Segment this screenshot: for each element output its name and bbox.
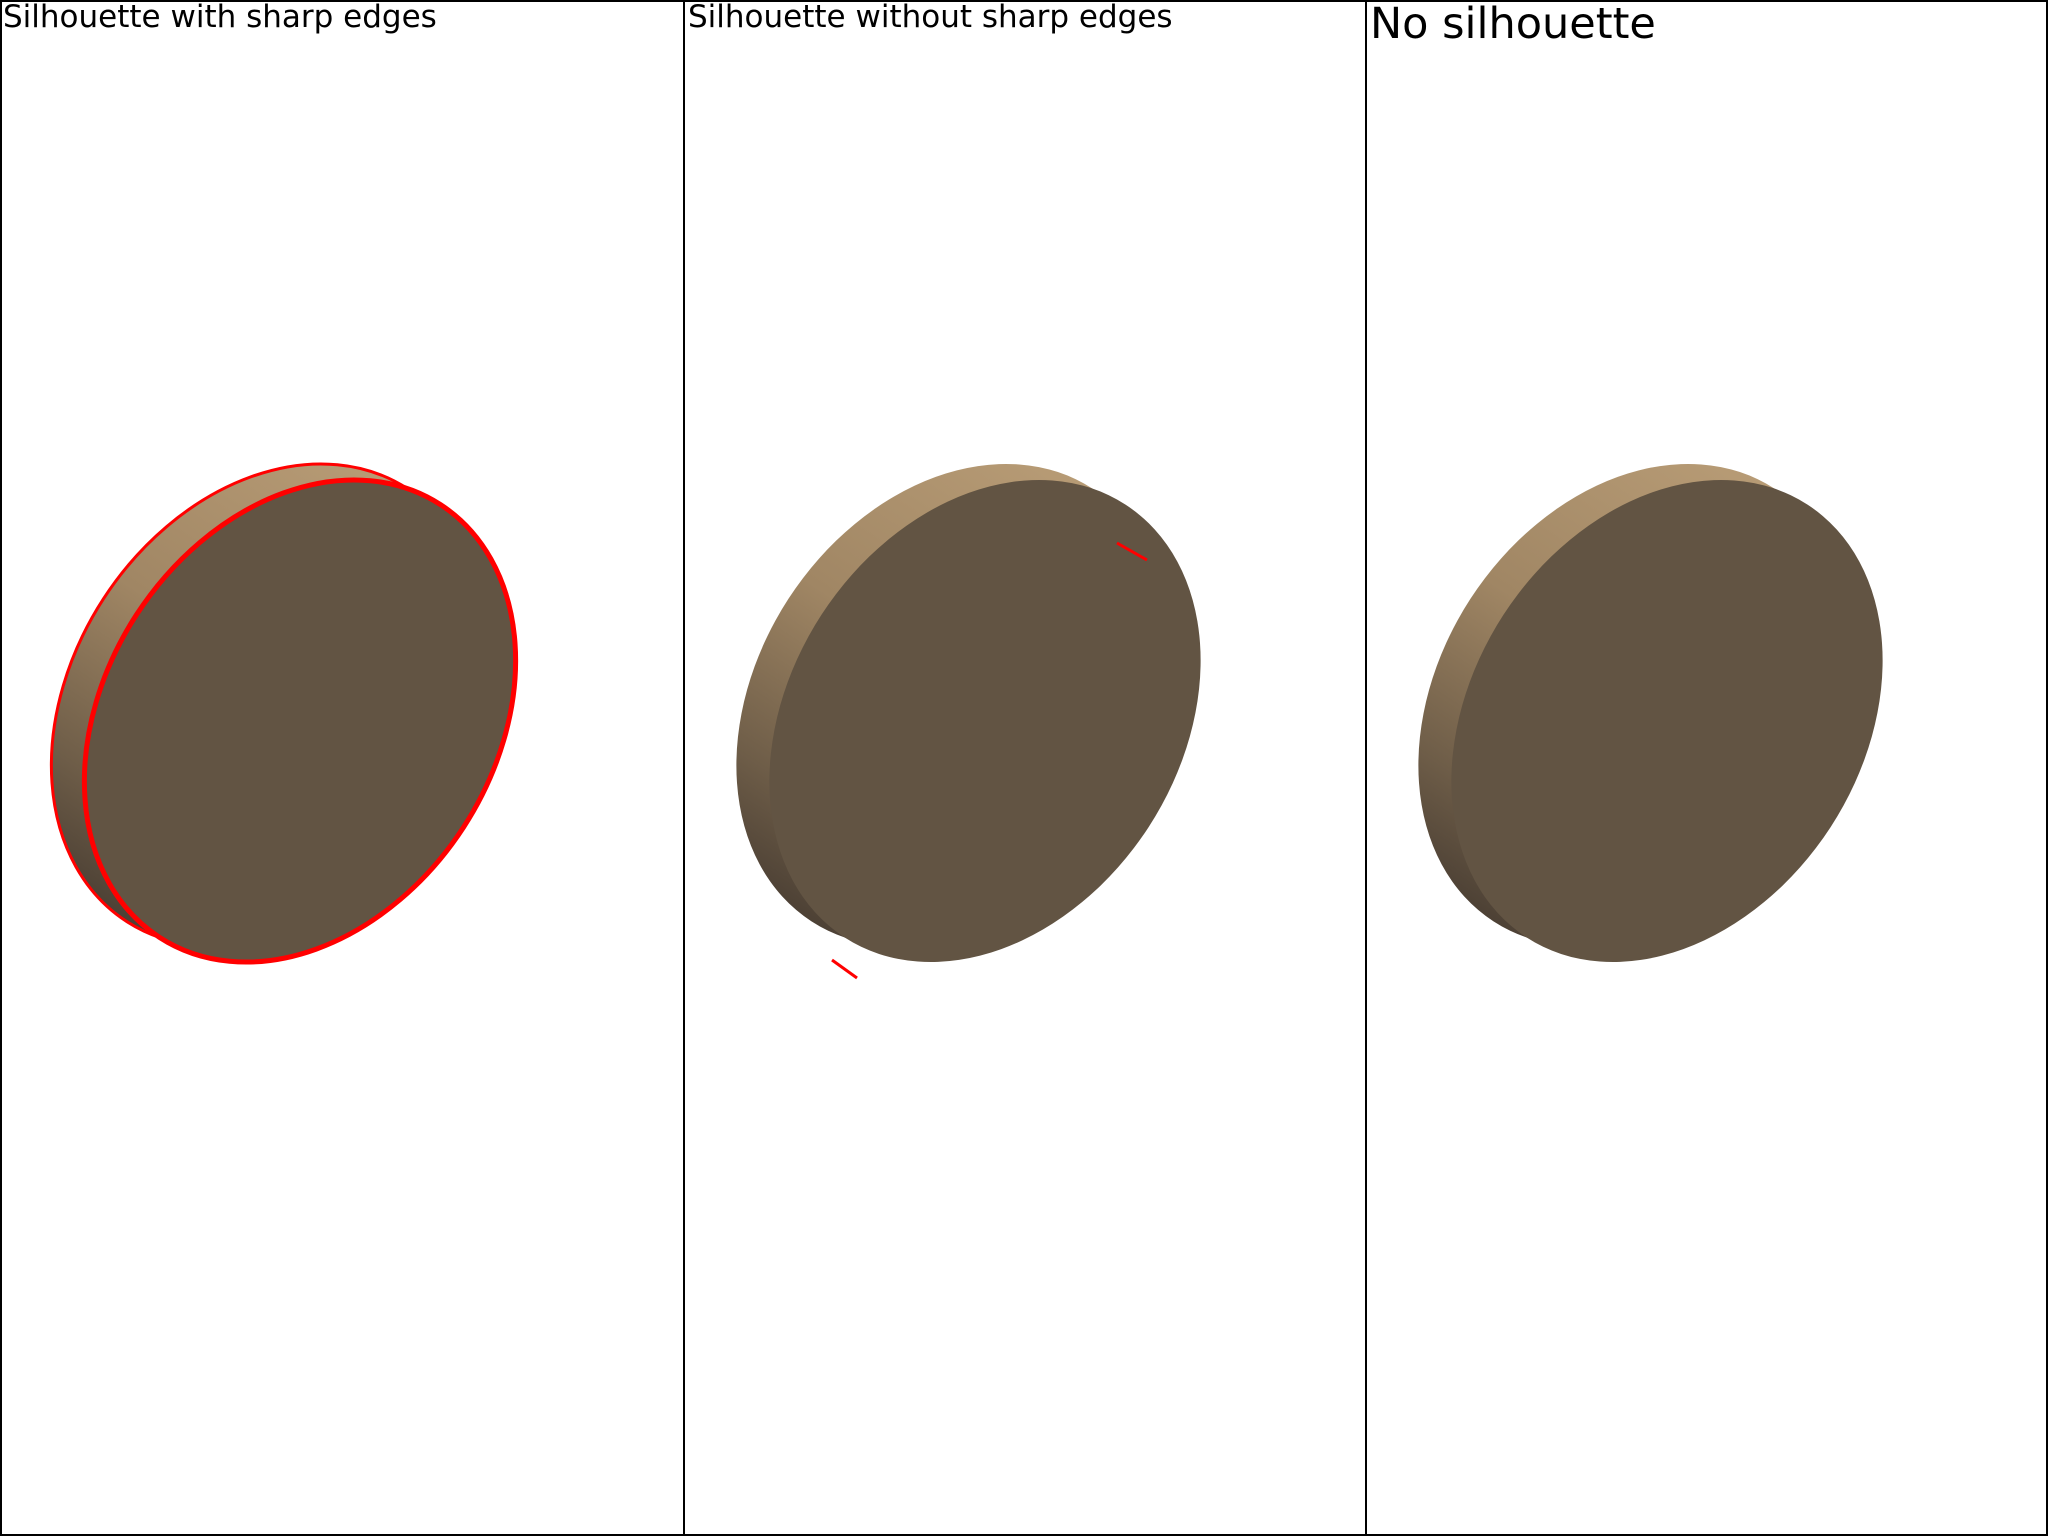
disk-render bbox=[49, 462, 519, 965]
viewport-title: No silhouette bbox=[1370, 0, 1656, 49]
viewport-title: Silhouette with sharp edges bbox=[3, 0, 437, 35]
silhouette-fragment-bottom bbox=[831, 958, 858, 980]
disk-face bbox=[769, 479, 1201, 963]
silhouette-fragment-top bbox=[1116, 541, 1148, 562]
disk-object bbox=[49, 462, 519, 965]
viewport-silhouette-no-sharp-edges[interactable]: Silhouette without sharp edges bbox=[683, 0, 1365, 1536]
disk-object bbox=[736, 463, 1201, 980]
disk-render bbox=[1418, 463, 1883, 963]
viewport-title: Silhouette without sharp edges bbox=[688, 0, 1173, 35]
disk-face bbox=[1451, 479, 1883, 963]
disk-object bbox=[1418, 463, 1883, 963]
viewport-silhouette-sharp-edges[interactable]: Silhouette with sharp edges bbox=[0, 0, 683, 1536]
silhouette-sharp-edge bbox=[81, 477, 519, 965]
disk-face bbox=[84, 479, 516, 963]
disk-render bbox=[736, 463, 1201, 980]
viewport-no-silhouette[interactable]: No silhouette bbox=[1365, 0, 2048, 1536]
